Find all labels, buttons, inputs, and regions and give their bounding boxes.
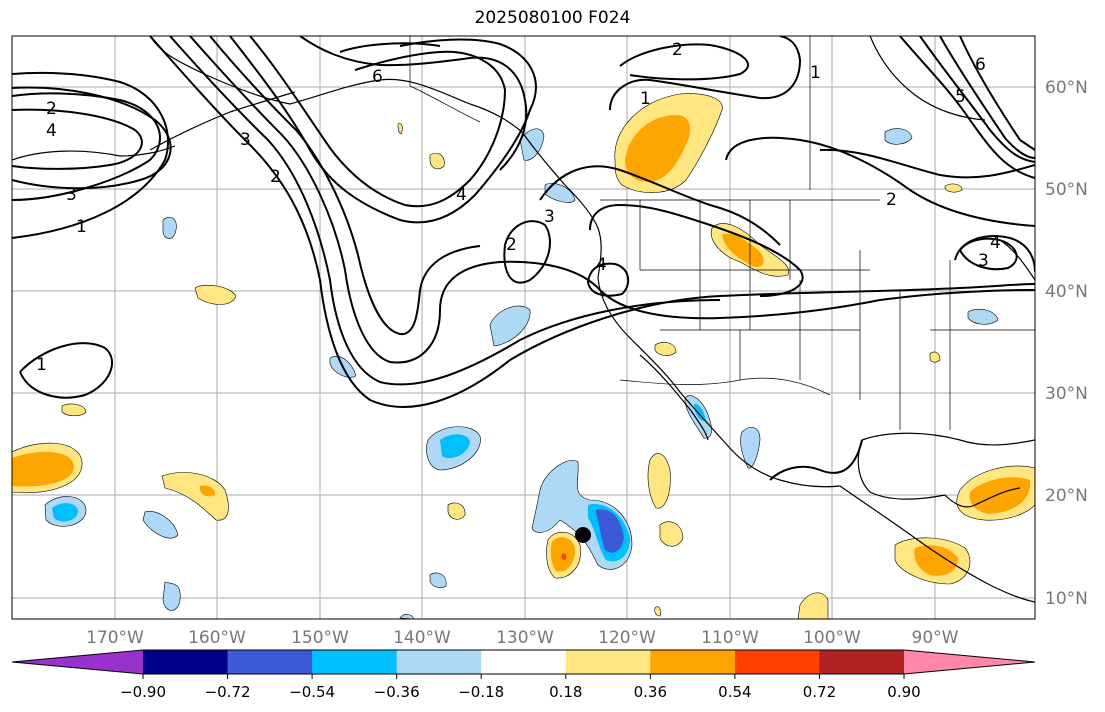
storm-center-marker <box>575 527 591 543</box>
lon-tick-label: 90°W <box>912 628 959 648</box>
contour-label: 3 <box>544 207 555 227</box>
anomaly-positive <box>194 284 237 305</box>
anomaly-positive <box>397 123 403 135</box>
lon-tick-label: 130°W <box>496 628 554 648</box>
colorbar-segment <box>650 650 736 674</box>
colorbar-tick-label: −0.36 <box>374 683 420 701</box>
height-contours <box>12 36 1035 481</box>
anomaly-positive <box>447 502 466 520</box>
anomaly-negative <box>694 403 706 422</box>
contour-label: 4 <box>456 185 467 205</box>
colorbar-segment <box>396 650 482 674</box>
colorbar-segment <box>227 650 313 674</box>
borders <box>409 36 1035 430</box>
contour-label: 2 <box>886 190 897 210</box>
contour-label: 5 <box>955 87 966 107</box>
colorbar-segment <box>481 650 567 674</box>
anomaly-negative <box>740 427 761 469</box>
colorbar-segment <box>312 650 398 674</box>
lon-tick-label: 170°W <box>86 628 144 648</box>
contour-label: 2 <box>270 167 281 187</box>
contour-label: 4 <box>990 233 1001 253</box>
anomaly-negative <box>162 581 181 611</box>
anomaly-negative <box>162 217 177 239</box>
colorbar-extend-high <box>904 650 1035 674</box>
colorbar: −0.90 −0.72 −0.54 −0.36 −0.18 0.18 0.36 0.54 0.7… <box>11 649 1036 701</box>
anomaly-positive <box>429 152 445 170</box>
anomaly-positive <box>200 485 216 497</box>
shaded-anomalies <box>12 93 1035 619</box>
anomaly-positive <box>944 183 963 193</box>
contour-label: 2 <box>506 235 517 255</box>
anomaly-positive <box>625 115 691 182</box>
longitude-labels: 170°W 160°W 150°W 140°W 130°W 120°W 110°… <box>86 628 959 648</box>
contour-label: 1 <box>76 217 87 237</box>
contour-label: 1 <box>36 355 47 375</box>
anomaly-negative <box>884 128 913 145</box>
lat-tick-label: 50°N <box>1045 180 1088 200</box>
lon-tick-label: 120°W <box>598 628 656 648</box>
colorbar-segment <box>819 650 905 674</box>
lon-tick-label: 100°W <box>803 628 861 648</box>
anomaly-negative <box>142 510 179 539</box>
colorbar-tick-label: −0.54 <box>289 683 335 701</box>
colorbar-segment <box>565 650 651 674</box>
contour-label: 4 <box>596 255 607 275</box>
colorbar-tick-label: −0.72 <box>205 683 251 701</box>
colorbar-tick-label: 0.72 <box>803 683 836 701</box>
anomaly-negative <box>52 503 78 522</box>
chart-title: 2025080100 F024 <box>474 8 631 28</box>
lon-tick-label: 150°W <box>291 628 349 648</box>
anomaly-positive <box>161 472 229 521</box>
anomaly-positive <box>722 233 764 268</box>
contour-label: 6 <box>975 55 986 75</box>
lat-tick-label: 30°N <box>1045 384 1088 404</box>
contour-labels: 2 4 3 1 1 6 4 3 2 1 2 1 4 3 2 6 5 4 3 2 <box>36 40 1001 375</box>
contour-label: 3 <box>66 185 77 205</box>
lat-tick-label: 20°N <box>1045 486 1088 506</box>
anomaly-positive <box>797 592 829 619</box>
colorbar-tick-label: 0.18 <box>549 683 582 701</box>
lat-tick-label: 10°N <box>1045 589 1088 609</box>
anomaly-positive <box>654 342 677 356</box>
contour-label: 3 <box>240 130 251 150</box>
anomaly-negative <box>967 308 999 325</box>
lon-tick-label: 160°W <box>188 628 246 648</box>
anomaly-positive <box>12 451 74 487</box>
anomaly-positive <box>969 477 1031 514</box>
colorbar-segment <box>143 650 229 674</box>
lon-tick-label: 140°W <box>393 628 451 648</box>
latitude-labels: 60°N 50°N 40°N 30°N 20°N 10°N <box>1045 78 1088 609</box>
contour-label: 1 <box>810 63 821 83</box>
contour-label: 2 <box>672 40 683 60</box>
anomaly-negative <box>429 572 447 588</box>
colorbar-tick-label: 0.54 <box>718 683 751 701</box>
anomaly-positive <box>647 453 671 509</box>
anomaly-positive <box>654 606 661 617</box>
contour-label: 6 <box>372 67 383 87</box>
lon-tick-label: 110°W <box>701 628 759 648</box>
lat-tick-label: 60°N <box>1045 78 1088 98</box>
anomaly-positive <box>561 553 567 560</box>
anomaly-positive <box>61 403 87 417</box>
colorbar-tick-label: 0.90 <box>887 683 920 701</box>
anomaly-negative <box>440 434 470 459</box>
anomaly-positive <box>929 351 941 363</box>
colorbar-tick-label: −0.90 <box>120 683 166 701</box>
colorbar-tick-label: −0.18 <box>458 683 504 701</box>
colorbar-tick-label: 0.36 <box>634 683 667 701</box>
colorbar-extend-low <box>12 650 143 674</box>
anomaly-negative <box>596 509 624 553</box>
anomaly-positive <box>914 545 958 576</box>
contour-label: 3 <box>978 251 989 271</box>
contour-label: 1 <box>640 89 651 109</box>
contour-label: 2 <box>46 99 57 119</box>
anomaly-positive <box>659 521 684 547</box>
colorbar-segment <box>734 650 820 674</box>
anomaly-negative <box>489 305 531 347</box>
lat-tick-label: 40°N <box>1045 282 1088 302</box>
contour-label: 4 <box>46 121 57 141</box>
map-frame <box>11 35 1036 620</box>
